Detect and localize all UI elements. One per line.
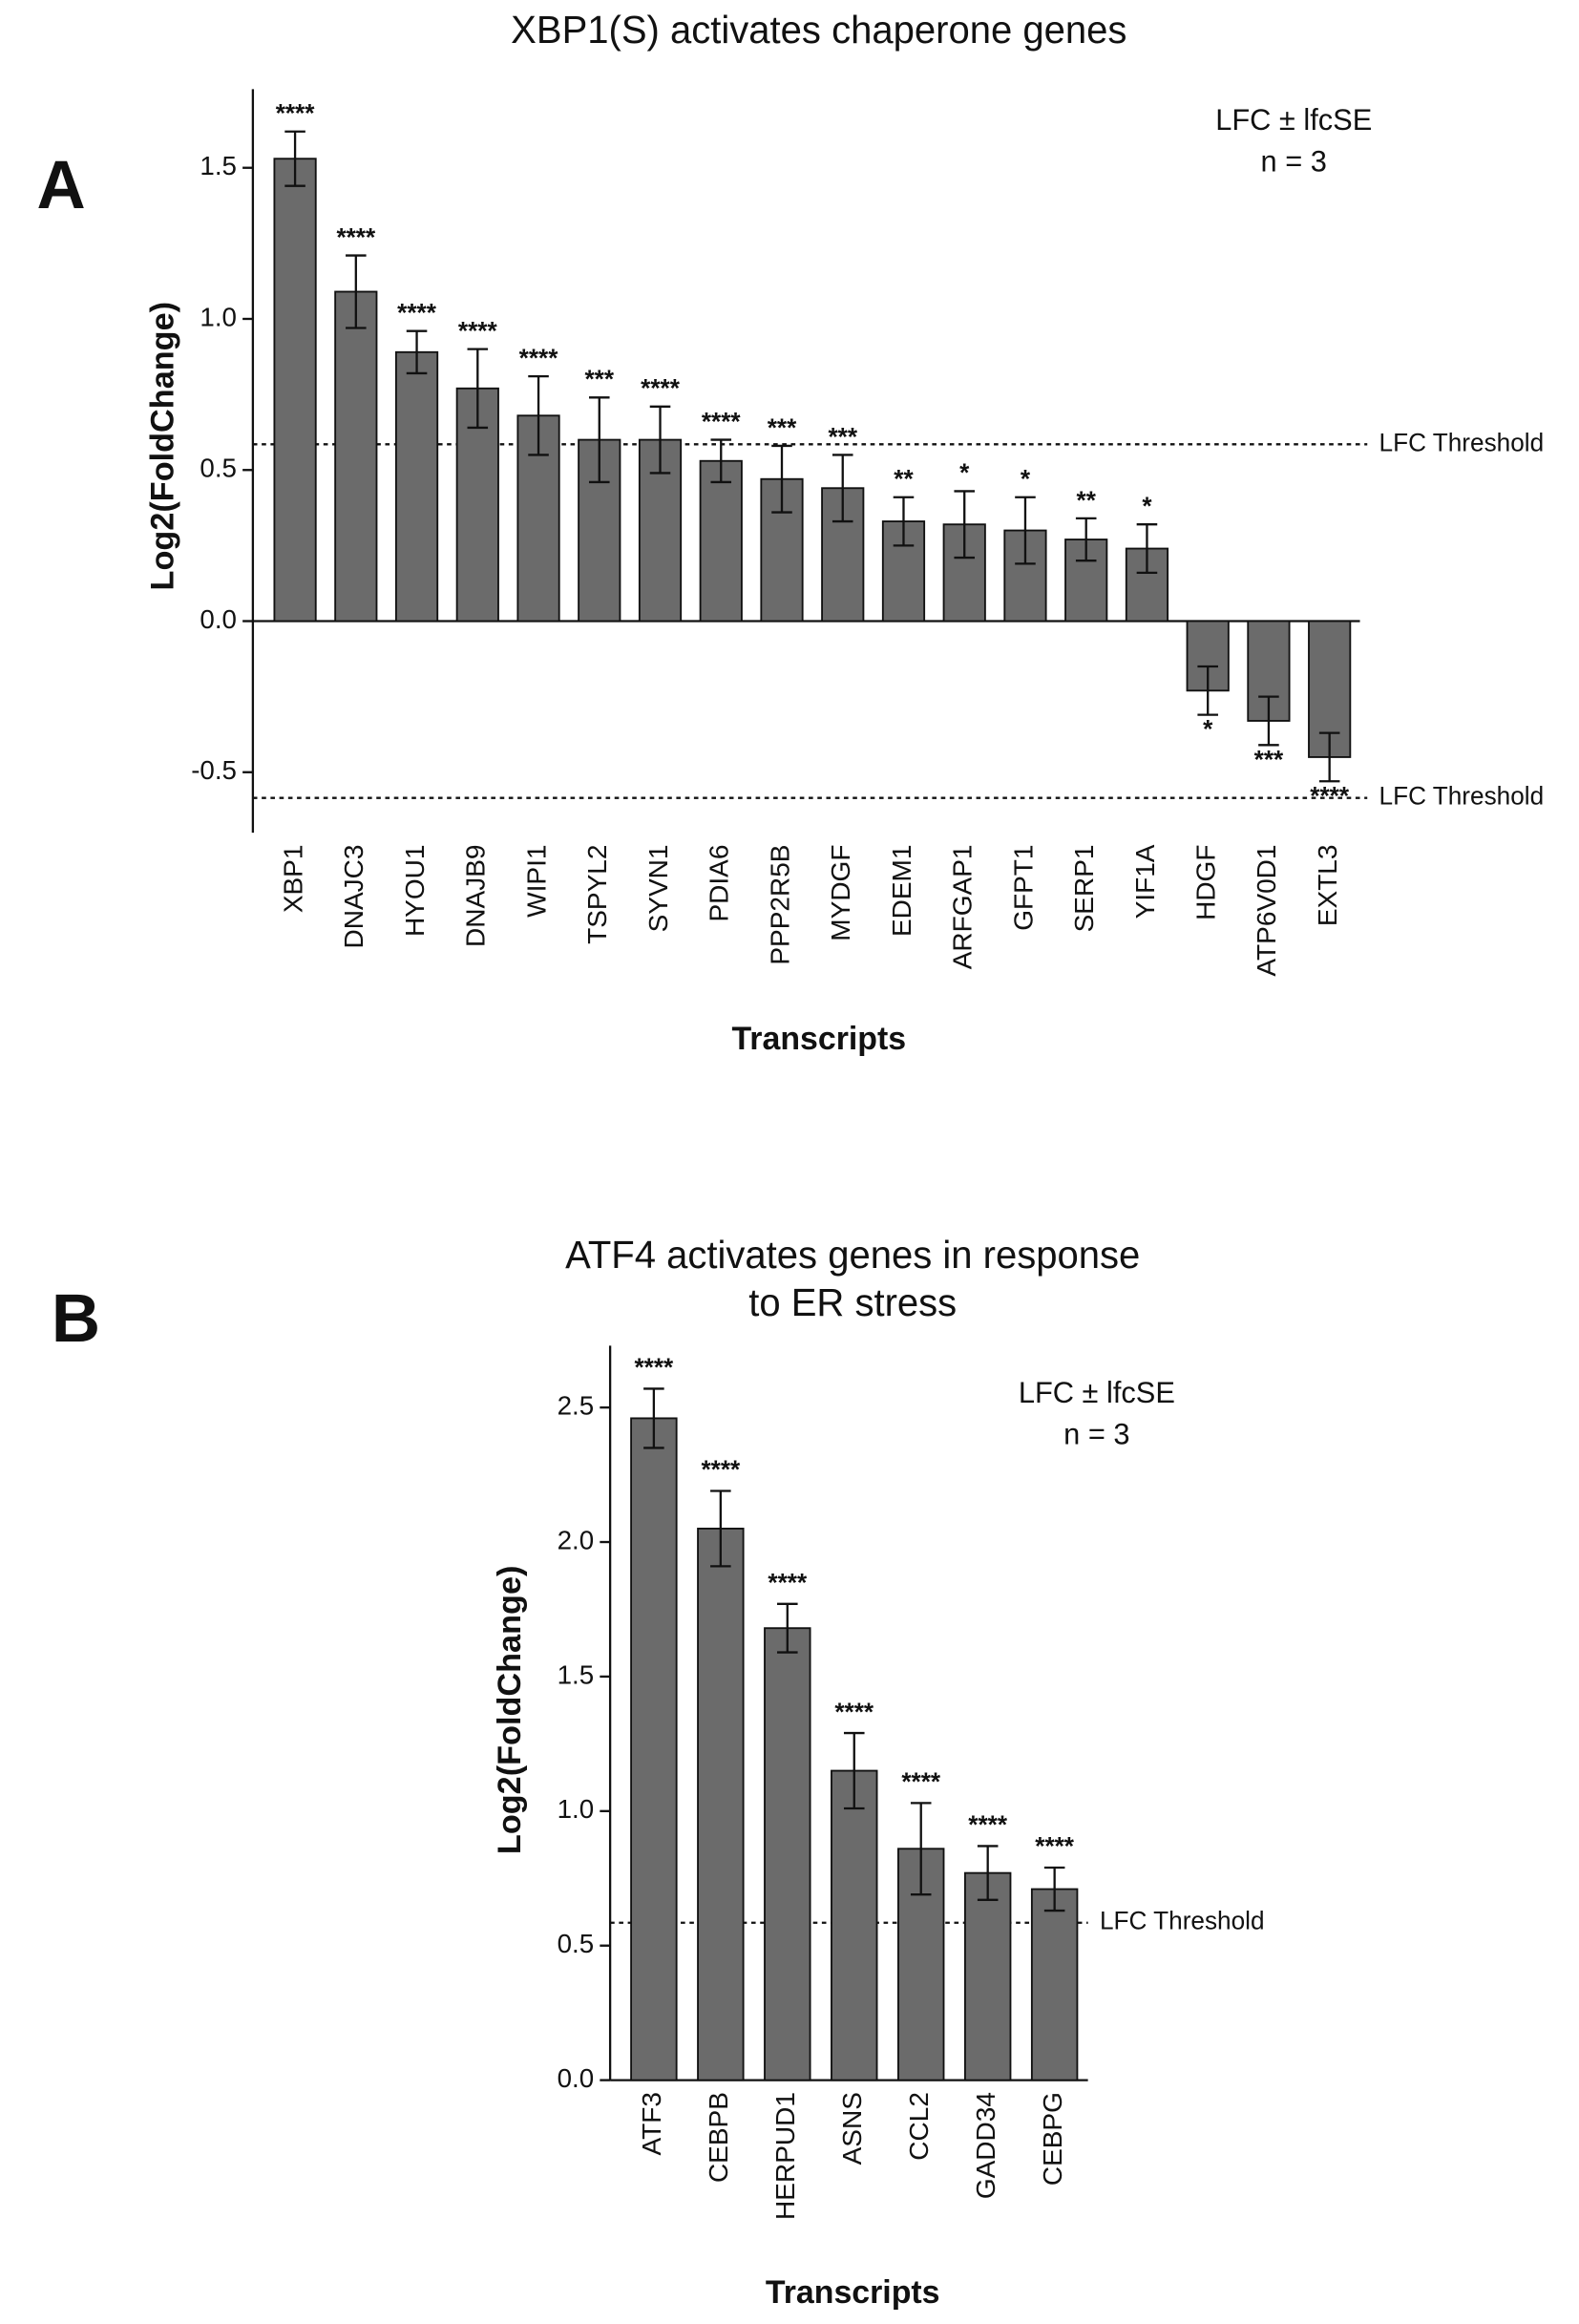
x-tick-label: HDGF: [1191, 845, 1221, 920]
significance: ****: [768, 1568, 807, 1596]
bar: [630, 1417, 678, 2081]
note: n = 3: [1261, 144, 1327, 178]
note: n = 3: [1063, 1417, 1129, 1450]
x-tick-label: YIF1A: [1130, 844, 1160, 919]
significance: ***: [828, 422, 857, 451]
y-tick-label: 1.5: [200, 151, 237, 180]
x-tick-label: TSPYL2: [582, 845, 612, 944]
significance: ****: [519, 344, 558, 372]
significance: ****: [276, 98, 315, 127]
note: LFC ± lfcSE: [1215, 103, 1372, 137]
x-tick-label: ATP6V0D1: [1252, 845, 1281, 977]
panel-label: A: [37, 148, 86, 223]
y-tick-label: -0.5: [191, 755, 237, 785]
x-tick-label: EXTL3: [1313, 845, 1342, 927]
significance: ****: [1310, 781, 1349, 810]
x-tick-label: CCL2: [904, 2092, 934, 2161]
x-tick-label: XBP1: [279, 845, 308, 914]
x-tick-label: SYVN1: [643, 845, 673, 933]
bar: [764, 1627, 811, 2081]
significance: ****: [641, 374, 680, 403]
x-tick-label: HERPUD1: [770, 2092, 800, 2220]
significance: *: [1142, 492, 1152, 520]
chart-title: XBP1(S) activates chaperone genes: [511, 9, 1126, 52]
x-axis-label: Transcripts: [766, 2274, 940, 2311]
x-tick-label: DNAJB9: [461, 845, 491, 947]
threshold-label: LFC Threshold: [1100, 1907, 1265, 1935]
threshold-label: LFC Threshold: [1379, 782, 1545, 811]
y-axis-label: Log2(FoldChange): [492, 1566, 528, 1855]
x-tick-label: DNAJC3: [339, 845, 368, 949]
bar: [697, 1528, 745, 2081]
significance: ****: [702, 407, 741, 435]
significance: ***: [1254, 745, 1284, 773]
x-tick-label: GADD34: [971, 2092, 1000, 2199]
x-tick-label: ATF3: [637, 2092, 666, 2155]
significance: ****: [458, 316, 497, 345]
y-tick-label: 0.0: [200, 604, 237, 634]
significance: ****: [336, 222, 375, 251]
y-tick-label: 1.5: [558, 1659, 595, 1689]
x-axis-label: Transcripts: [731, 1021, 906, 1057]
significance: ****: [1035, 1832, 1074, 1861]
significance: *: [959, 458, 970, 487]
y-tick-label: 1.0: [558, 1794, 595, 1824]
chart-title: to ER stress: [748, 1281, 957, 1324]
significance: ****: [635, 1353, 674, 1382]
y-tick-label: 1.0: [200, 302, 237, 331]
significance: ***: [768, 413, 797, 442]
y-tick-label: 0.5: [200, 454, 237, 483]
note: LFC ± lfcSE: [1019, 1376, 1175, 1409]
y-axis-label: Log2(FoldChange): [145, 302, 181, 591]
y-tick-label: 2.0: [558, 1525, 595, 1554]
significance: ****: [701, 1455, 740, 1484]
bar: [273, 158, 317, 623]
x-tick-label: CEBPG: [1038, 2092, 1067, 2186]
significance: **: [894, 464, 914, 493]
chart-title: ATF4 activates genes in response: [565, 1234, 1140, 1277]
panel-label: B: [52, 1281, 100, 1357]
x-tick-label: WIPI1: [521, 845, 551, 918]
significance: ****: [968, 1810, 1007, 1839]
significance: *: [1021, 464, 1031, 493]
y-tick-label: 0.0: [558, 2063, 595, 2093]
x-tick-label: PDIA6: [705, 845, 734, 922]
significance: **: [1077, 486, 1097, 515]
significance: *: [1203, 715, 1213, 744]
significance: ****: [834, 1698, 874, 1726]
x-tick-label: GFPT1: [1008, 845, 1038, 931]
significance: ****: [901, 1767, 940, 1796]
bar: [1030, 1888, 1079, 2081]
x-tick-label: ASNS: [837, 2092, 867, 2165]
bar: [699, 459, 743, 623]
y-tick-label: 0.5: [558, 1929, 595, 1958]
bar: [334, 290, 378, 623]
bar: [831, 1769, 878, 2081]
x-tick-label: CEBPB: [704, 2092, 733, 2183]
bar: [394, 350, 439, 623]
y-tick-label: 2.5: [558, 1390, 595, 1420]
x-tick-label: MYDGF: [826, 845, 855, 941]
x-tick-label: SERP1: [1069, 845, 1099, 933]
bar: [963, 1871, 1012, 2081]
x-tick-label: ARFGAP1: [948, 845, 978, 970]
x-tick-label: EDEM1: [887, 845, 916, 938]
significance: ***: [584, 365, 614, 393]
x-tick-label: PPP2R5B: [765, 845, 794, 965]
threshold-label: LFC Threshold: [1379, 428, 1545, 456]
significance: ****: [397, 298, 436, 327]
x-tick-label: HYOU1: [400, 845, 430, 938]
